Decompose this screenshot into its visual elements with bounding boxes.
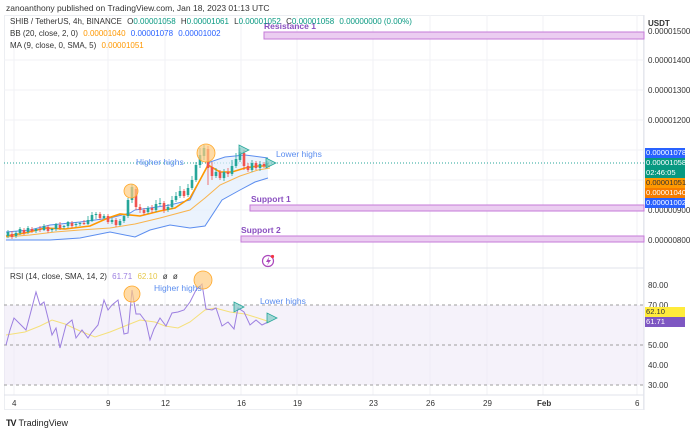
- rsi-lower-high-marker-1[interactable]: [233, 301, 245, 313]
- rsi-lower-high-marker-2[interactable]: [266, 312, 278, 324]
- rsi-higher-highs-label: Higher highs: [154, 283, 202, 293]
- time-tick: 9: [106, 399, 111, 408]
- open-value: 0.00001058: [133, 17, 176, 26]
- last-price-tag: 0.00001058 02:46:05: [645, 158, 687, 178]
- bb-basis: [5, 167, 271, 238]
- tradingview-brand: TradingView: [18, 418, 69, 428]
- rsi-tick: 30.00: [648, 381, 669, 390]
- candles: [6, 145, 269, 239]
- time-tick: 4: [12, 399, 17, 408]
- price-axis-currency: USDT: [648, 19, 670, 28]
- bb-upper-price-tag: 0.00001078: [645, 148, 687, 158]
- price-tick: 0.00001500: [648, 27, 691, 36]
- change-value: 0.00000000 (0.00%): [339, 17, 412, 26]
- bb-lower-price-tag: 0.00001002: [645, 198, 687, 208]
- time-tick: 19: [293, 399, 302, 408]
- countdown: 02:46:05: [646, 168, 676, 177]
- time-tick: 26: [426, 399, 435, 408]
- bb-lower: [6, 177, 269, 241]
- resistance-zone[interactable]: [263, 31, 645, 40]
- ma-legend[interactable]: MA (9, close, 0, SMA, 5) 0.00001051: [10, 41, 147, 50]
- support-1-label: Support 1: [251, 194, 291, 204]
- bb-label: BB (20, close, 2, 0): [10, 29, 79, 38]
- rsi-sma-tag: 62.10: [645, 307, 685, 317]
- lightning-alert-icon[interactable]: [261, 254, 275, 268]
- high-value: 0.00001061: [186, 17, 229, 26]
- tradingview-logo-icon: TV: [6, 418, 16, 428]
- rsi-tick: 80.00: [648, 281, 669, 290]
- time-tick: 23: [369, 399, 378, 408]
- bb-legend[interactable]: BB (20, close, 2, 0) 0.00001040 0.000010…: [10, 29, 224, 38]
- low-value: 0.00001052: [238, 17, 281, 26]
- symbol-name: SHIB / TetherUS, 4h, BINANCE: [10, 17, 122, 26]
- close-value: 0.00001058: [291, 17, 335, 26]
- lower-high-marker-1[interactable]: [238, 144, 250, 156]
- rsi-line: [5, 282, 269, 349]
- ma-value: 0.00001051: [101, 41, 144, 50]
- bb-upper-value: 0.00001078: [130, 29, 174, 38]
- time-tick: 6: [635, 399, 640, 408]
- symbol-legend[interactable]: SHIB / TetherUS, 4h, BINANCE O0.00001058…: [10, 17, 412, 26]
- rsi-value: 61.71: [112, 272, 133, 281]
- tradingview-footer[interactable]: TV TradingView: [6, 418, 68, 428]
- time-tick: 12: [161, 399, 170, 408]
- bb-lower-value: 0.00001002: [178, 29, 221, 38]
- rsi-sma-value: 62.10: [137, 272, 158, 281]
- ma-price-tag: 0.00001051: [645, 178, 687, 188]
- rsi-tick: 40.00: [648, 361, 669, 370]
- higher-highs-label: Higher highs: [136, 157, 184, 167]
- price-tick: 0.00001300: [648, 86, 691, 95]
- lower-high-marker-2[interactable]: [265, 157, 277, 169]
- higher-high-marker-1[interactable]: [123, 183, 139, 199]
- ma-label: MA (9, close, 0, SMA, 5): [10, 41, 97, 50]
- price-tick: 0.00000800: [648, 236, 691, 245]
- bb-basis-value: 0.00001040: [83, 29, 126, 38]
- price-tick: 0.00000900: [648, 206, 691, 215]
- publisher-line: zanoanthony published on TradingView.com…: [6, 3, 270, 13]
- support-2-zone[interactable]: [240, 235, 645, 243]
- bb-basis-price-tag: 0.00001040: [645, 188, 687, 198]
- support-1-zone[interactable]: [249, 204, 645, 212]
- rsi-lower-highs-label: Lower highs: [260, 296, 306, 306]
- price-tick: 0.00001200: [648, 116, 691, 125]
- rsi-tick: 70.00: [648, 301, 669, 310]
- rsi-value-tag: 61.71: [645, 317, 685, 327]
- rsi-higher-high-marker-1[interactable]: [123, 285, 141, 303]
- higher-high-marker-2[interactable]: [196, 143, 216, 163]
- time-tick: Feb: [537, 399, 551, 408]
- price-tick: 0.00001400: [648, 56, 691, 65]
- rsi-sma-line: [5, 307, 271, 338]
- rsi-higher-high-marker-2[interactable]: [193, 270, 213, 290]
- time-tick: 29: [483, 399, 492, 408]
- time-tick: 16: [237, 399, 246, 408]
- rsi-legend[interactable]: RSI (14, close, SMA, 14, 2) 61.71 62.10 …: [10, 272, 178, 281]
- rsi-label: RSI (14, close, SMA, 14, 2): [10, 272, 107, 281]
- support-2-label: Support 2: [241, 225, 281, 235]
- resistance-label: Resistance 1: [264, 21, 316, 31]
- rsi-tick: 50.00: [648, 341, 669, 350]
- lower-highs-label: Lower highs: [276, 149, 322, 159]
